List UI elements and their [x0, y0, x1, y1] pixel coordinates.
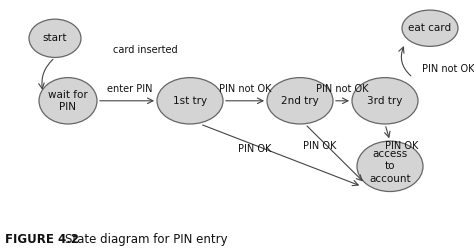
- Text: PIN not OK: PIN not OK: [219, 84, 271, 94]
- Ellipse shape: [357, 141, 423, 192]
- Text: FIGURE 4.2: FIGURE 4.2: [5, 233, 79, 246]
- Text: State diagram for PIN entry: State diagram for PIN entry: [50, 233, 228, 246]
- Text: 3rd try: 3rd try: [367, 96, 403, 106]
- Text: PIN OK: PIN OK: [385, 141, 419, 151]
- Ellipse shape: [267, 78, 333, 124]
- Text: enter PIN: enter PIN: [107, 84, 153, 94]
- Text: 1st try: 1st try: [173, 96, 207, 106]
- Ellipse shape: [157, 78, 223, 124]
- Text: access
to
account: access to account: [369, 149, 411, 184]
- Ellipse shape: [352, 78, 418, 124]
- Text: PIN OK: PIN OK: [238, 144, 272, 154]
- Text: start: start: [43, 33, 67, 43]
- Ellipse shape: [39, 78, 97, 124]
- Text: PIN not OK: PIN not OK: [422, 64, 474, 74]
- Text: wait for
PIN: wait for PIN: [48, 90, 88, 112]
- Text: eat card: eat card: [409, 23, 452, 33]
- Text: 2nd try: 2nd try: [281, 96, 319, 106]
- Text: PIN not OK: PIN not OK: [316, 84, 368, 94]
- Text: PIN OK: PIN OK: [303, 141, 337, 151]
- Text: card inserted: card inserted: [113, 45, 177, 55]
- Ellipse shape: [402, 10, 458, 46]
- Ellipse shape: [29, 19, 81, 57]
